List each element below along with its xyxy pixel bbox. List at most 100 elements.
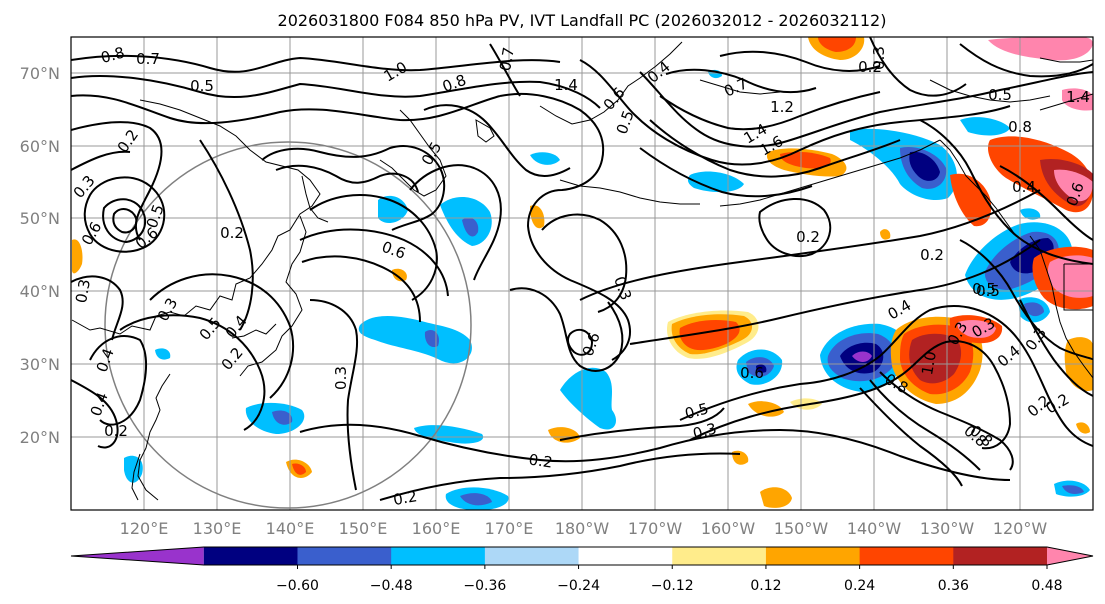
contour-label: 0.2 [392,487,419,509]
contour-line [629,239,1041,345]
colorbar-bin [71,547,204,565]
colorbar-bin [391,547,486,565]
longitude-label: 180°W [555,519,610,538]
contour-line [566,328,594,356]
colorbar-tick-label: −0.36 [463,578,506,594]
coastline [131,453,141,501]
contour-label: 0.2 [528,450,554,471]
shade-positive-region [292,463,306,475]
coastline [539,41,683,125]
colorbar-tick-labels: −0.60 −0.48 −0.36 −0.24 −0.12 0.12 0.24 0.36 0.4… [276,578,1063,594]
contour-line [869,379,981,471]
coastline [699,79,781,95]
contour-line [579,189,1041,301]
coastline [1039,93,1093,111]
map-panel: 0.8 0.7 0.5 0.2 0.3 0.2 0.6 0.5 0.4 0.2 … [70,36,1094,511]
contour-label: 1.4 [554,76,578,94]
contour-line [71,74,601,109]
contour-label: 0.2 [104,422,128,440]
contour-label: 0.4 [1012,178,1036,196]
shade-positive-region [818,37,856,52]
contour-line [869,37,967,97]
contour-line [879,371,1014,471]
shade-positive-region [1076,422,1090,434]
colorbar-bin [672,547,767,565]
contour-line [499,93,631,361]
contour-label: 0.2 [796,228,820,246]
contour-line [309,194,438,301]
contour-label: 0.8 [99,43,127,67]
contour-line [71,379,119,449]
contour-line [999,165,1093,241]
shade-negative-region [460,493,492,506]
longitude-label: 160°E [412,519,461,538]
coastline [1039,57,1093,63]
shade-negative-region [378,195,408,224]
contour-line [758,197,832,257]
shade-positive-region [72,239,83,274]
colorbar-bin [578,547,673,565]
contour-line [71,94,501,125]
colorbar-tick-label: 0.48 [1031,578,1062,594]
longitude-labels: 120°E 130°E 140°E 150°E 160°E 170°E 180°W 170°W… [120,519,1048,538]
shade-negative-region [424,329,439,348]
contour-line [71,54,561,73]
coastline [475,119,495,143]
shade-negative-region [960,117,1010,136]
colorbar-outline [70,546,1094,566]
contour-label: 0.7 [496,46,518,73]
longitude-label: 120°W [993,519,1048,538]
coastline-layer [71,41,1093,501]
contour-line [119,314,266,431]
colorbar-bin [297,547,392,565]
longitude-label: 130°W [920,519,975,538]
contour-line [102,198,147,244]
range-circle [104,141,472,509]
contour-line [409,164,502,281]
contour-line [71,121,163,241]
contour-label: 0.3 [870,46,888,70]
contour-label: 1.4 [1066,88,1090,106]
shade-positive-region [1062,88,1093,111]
longitude-label: 160°W [701,519,756,538]
shade-positive-region [780,151,831,169]
latitude-labels: 70°N 60°N 50°N 40°N 30°N 20°N [20,64,60,447]
contour-line [665,68,817,94]
shade-positive-region [548,427,580,443]
shade-positive-region [530,205,545,229]
longitude-label: 140°W [847,519,902,538]
coastline [929,79,1051,103]
shade-positive-region [748,401,784,417]
contour-layer [71,37,1093,501]
colorbar-tick-label: −0.12 [651,578,694,594]
longitude-label: 150°W [774,519,829,538]
longitude-label: 130°E [193,519,242,538]
shade-negative-region [358,316,472,364]
contour-line [149,273,294,399]
shade-negative-region [272,410,293,425]
contour-line [719,50,881,72]
shade-negative-region [756,364,767,373]
contour-label: 0.3 [72,278,94,305]
contour-label: 1.0 [918,350,940,377]
coastline [301,175,329,223]
colorbar-tick-label: −0.48 [370,578,413,594]
colorbar-tick-label: −0.24 [557,578,600,594]
contour-label: 0.7 [136,50,160,68]
contour-line [859,387,963,487]
contour-label: 0.3 [332,366,350,390]
shade-negative-region [909,151,940,181]
contour-line [659,91,881,131]
shade-positive-region [909,333,962,384]
contour-label: 0.2 [220,224,244,242]
shade-positive-region [988,37,1093,61]
contour-line [379,452,741,501]
colorbar-tick-label: −0.60 [276,578,319,594]
contour-label: 0.8 [1008,118,1032,136]
latitude-label: 40°N [20,282,60,301]
shade-negative-region [155,348,171,360]
contour-line [71,275,124,341]
colorbar-bin [953,547,1048,565]
map-frame [70,36,1094,511]
